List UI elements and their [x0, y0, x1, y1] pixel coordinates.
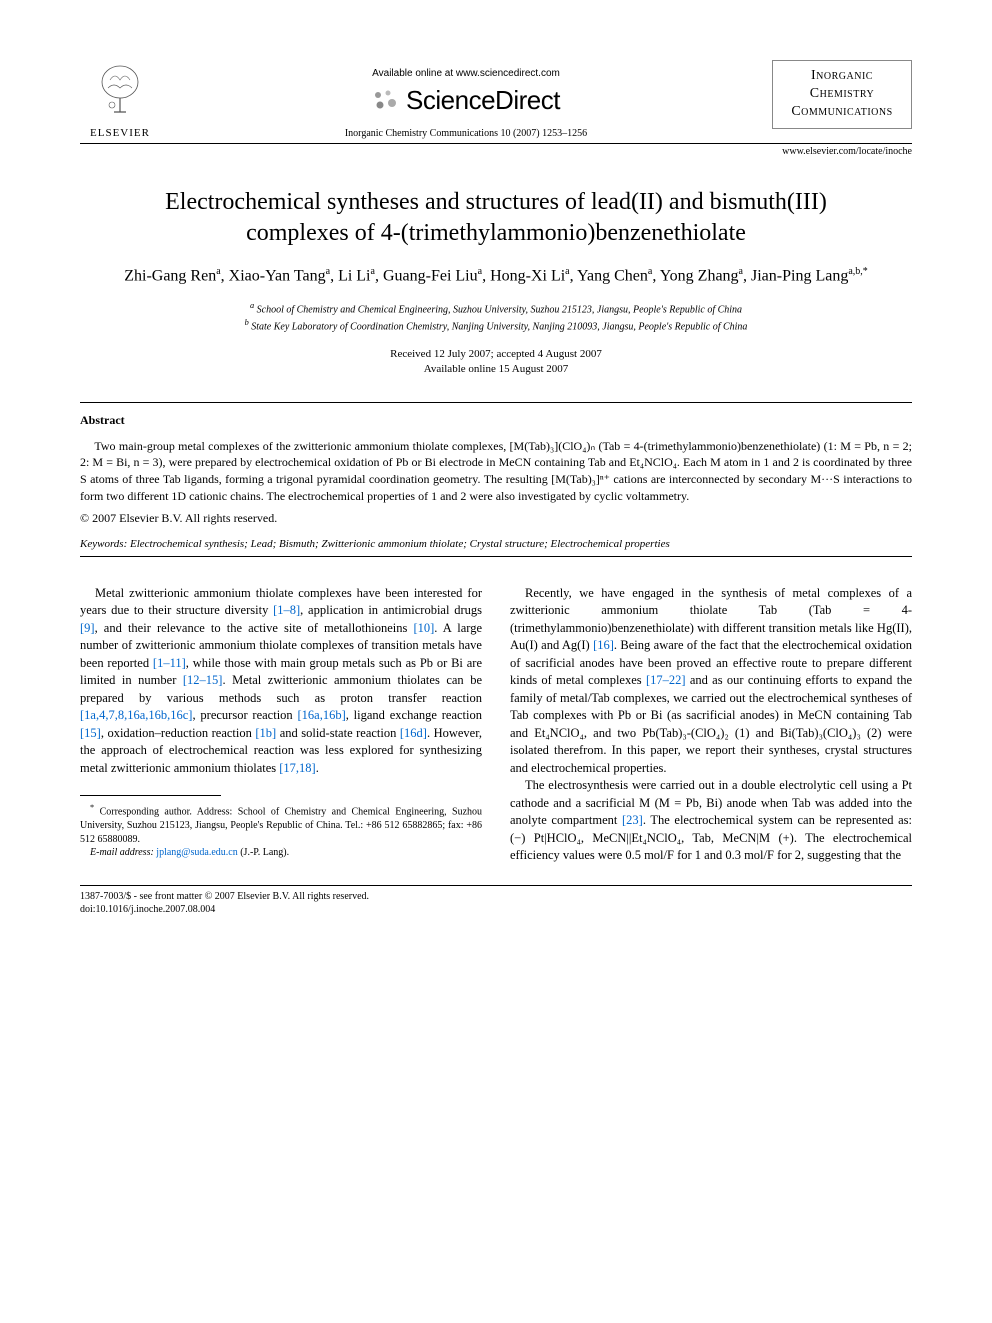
- author-name: Jian-Ping Lang: [751, 268, 848, 285]
- ref-link[interactable]: [16a,16b]: [298, 708, 346, 722]
- author-sup: a,b,*: [848, 266, 867, 277]
- journal-logo-line2: Chemistry: [777, 85, 907, 103]
- ref-link[interactable]: [15]: [80, 726, 101, 740]
- sciencedirect-icon: [372, 87, 400, 118]
- ref-link[interactable]: [1b]: [255, 726, 276, 740]
- sciencedirect-logo: ScienceDirect: [160, 85, 772, 118]
- abstract-text: Two main-group metal complexes of the zw…: [80, 438, 912, 505]
- body-text: , application in antimicrobial drugs: [300, 603, 482, 617]
- author-sup: a: [216, 266, 220, 277]
- journal-url: www.elsevier.com/locate/inoche: [80, 146, 912, 157]
- affiliation-b-text: State Key Laboratory of Coordination Che…: [251, 322, 747, 333]
- affiliation-a-text: School of Chemistry and Chemical Enginee…: [257, 304, 742, 315]
- page-container: ELSEVIER Available online at www.science…: [0, 0, 992, 976]
- elsevier-label: ELSEVIER: [80, 127, 160, 139]
- ref-link[interactable]: [17,18]: [279, 761, 315, 775]
- author-sup: a: [648, 266, 652, 277]
- body-text: and as our continuing efforts to expand …: [510, 673, 912, 775]
- ref-link[interactable]: [1–8]: [273, 603, 300, 617]
- available-date: Available online 15 August 2007: [80, 362, 912, 377]
- header-rule: [80, 143, 912, 144]
- column-left: Metal zwitterionic ammonium thiolate com…: [80, 585, 482, 865]
- corresponding-footnote: * Corresponding author. Address: School …: [80, 802, 482, 846]
- body-columns: Metal zwitterionic ammonium thiolate com…: [80, 585, 912, 865]
- body-paragraph: Metal zwitterionic ammonium thiolate com…: [80, 585, 482, 778]
- article-title: Electrochemical syntheses and structures…: [120, 187, 872, 249]
- ref-link[interactable]: [1a,4,7,8,16a,16b,16c]: [80, 708, 192, 722]
- ref-link[interactable]: [12–15]: [183, 673, 223, 687]
- body-text: and solid-state reaction: [276, 726, 400, 740]
- ref-link[interactable]: [23]: [622, 813, 643, 827]
- bottom-rule: [80, 885, 912, 886]
- body-text: , ligand exchange reaction: [346, 708, 482, 722]
- column-right: Recently, we have engaged in the synthes…: [510, 585, 912, 865]
- keywords-line: Keywords: Electrochemical synthesis; Lea…: [80, 538, 912, 550]
- author-sup: a: [326, 266, 330, 277]
- body-text: , oxidation–reduction reaction: [101, 726, 256, 740]
- affiliation-b: b State Key Laboratory of Coordination C…: [80, 317, 912, 334]
- ref-link[interactable]: [16]: [593, 638, 614, 652]
- journal-logo-line3: Communications: [777, 103, 907, 121]
- author-name: Yong Zhang: [660, 268, 739, 285]
- abstract-bottom-rule: [80, 556, 912, 557]
- author-name: Xiao-Yan Tang: [229, 268, 326, 285]
- footnote-text: Corresponding author. Address: School of…: [80, 807, 482, 845]
- abstract-heading: Abstract: [80, 413, 912, 428]
- author-sup: a: [739, 266, 743, 277]
- body-text: , and their relevance to the active site…: [95, 621, 414, 635]
- elsevier-tree-icon: [90, 60, 150, 120]
- ref-link[interactable]: [17–22]: [646, 673, 686, 687]
- abstract-top-rule: [80, 402, 912, 403]
- body-text: .: [316, 761, 319, 775]
- author-sup: a: [478, 266, 482, 277]
- ref-link[interactable]: [9]: [80, 621, 95, 635]
- affiliation-a: a School of Chemistry and Chemical Engin…: [80, 300, 912, 317]
- center-header: Available online at www.sciencedirect.co…: [160, 60, 772, 139]
- journal-logo-box: Inorganic Chemistry Communications: [772, 60, 912, 129]
- issn-line: 1387-7003/$ - see front matter © 2007 El…: [80, 890, 912, 903]
- elsevier-logo-block: ELSEVIER: [80, 60, 160, 139]
- keywords-label: Keywords:: [80, 538, 127, 550]
- received-date: Received 12 July 2007; accepted 4 August…: [80, 347, 912, 362]
- doi-line: doi:10.1016/j.inoche.2007.08.004: [80, 903, 912, 916]
- email-link[interactable]: jplang@suda.edu.cn: [156, 847, 237, 858]
- ref-link[interactable]: [10]: [413, 621, 434, 635]
- keywords-text: Electrochemical synthesis; Lead; Bismuth…: [127, 538, 669, 550]
- author-name: Zhi-Gang Ren: [124, 268, 216, 285]
- footnote-separator: [80, 795, 221, 796]
- authors-list: Zhi-Gang Rena, Xiao-Yan Tanga, Li Lia, G…: [110, 265, 882, 288]
- header-row: ELSEVIER Available online at www.science…: [80, 60, 912, 139]
- abstract-copyright: © 2007 Elsevier B.V. All rights reserved…: [80, 511, 912, 526]
- journal-logo-line1: Inorganic: [777, 67, 907, 85]
- author-sup: a: [565, 266, 569, 277]
- ref-link[interactable]: [1–11]: [153, 656, 186, 670]
- author-name: Hong-Xi Li: [490, 268, 565, 285]
- author-sup: a: [371, 266, 375, 277]
- email-name: (J.-P. Lang).: [238, 847, 289, 858]
- body-paragraph: The electrosynthesis were carried out in…: [510, 777, 912, 865]
- author-name: Yang Chen: [577, 268, 648, 285]
- affiliations: a School of Chemistry and Chemical Engin…: [80, 300, 912, 335]
- journal-reference: Inorganic Chemistry Communications 10 (2…: [160, 128, 772, 139]
- footnote-email-line: E-mail address: jplang@suda.edu.cn (J.-P…: [80, 846, 482, 860]
- email-label: E-mail address:: [90, 847, 154, 858]
- available-online-text: Available online at www.sciencedirect.co…: [160, 68, 772, 79]
- author-name: Li Li: [338, 268, 370, 285]
- ref-link[interactable]: [16d]: [400, 726, 427, 740]
- author-name: Guang-Fei Liu: [383, 268, 478, 285]
- body-text: , precursor reaction: [192, 708, 297, 722]
- sciencedirect-text: ScienceDirect: [406, 85, 560, 115]
- dates-block: Received 12 July 2007; accepted 4 August…: [80, 347, 912, 378]
- body-paragraph: Recently, we have engaged in the synthes…: [510, 585, 912, 778]
